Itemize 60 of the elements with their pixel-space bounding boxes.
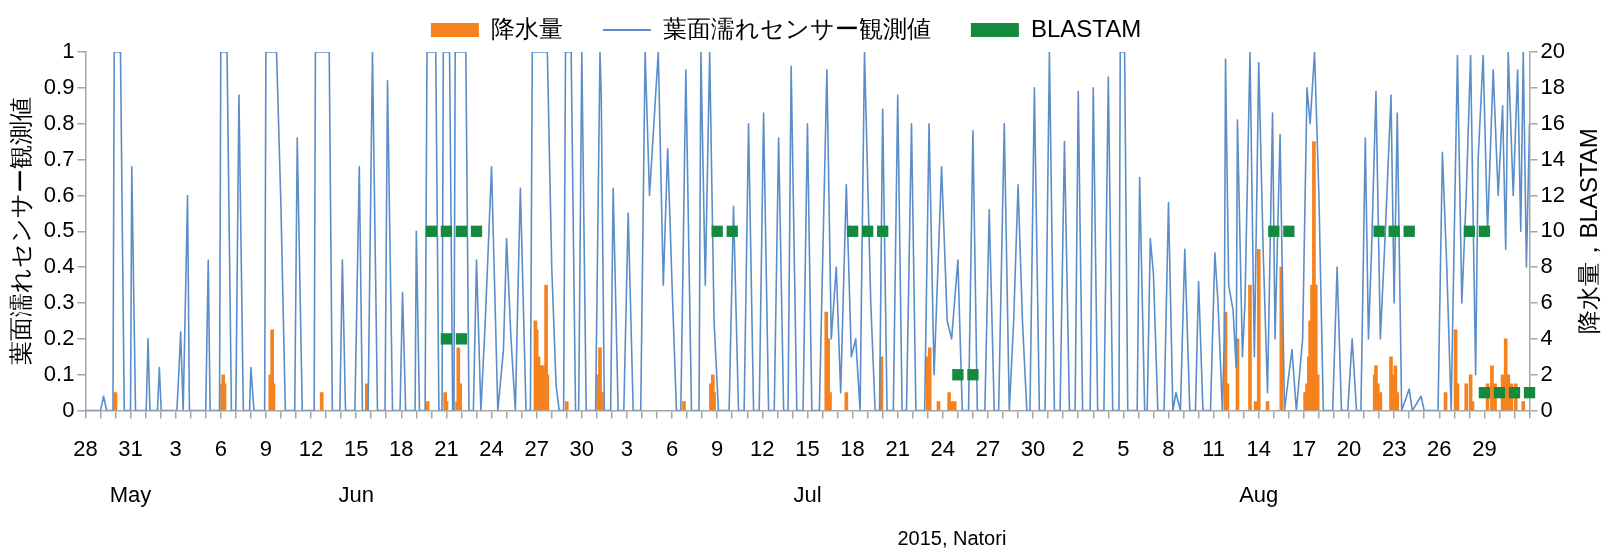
y-tick-label: 0.3 (43, 289, 75, 315)
y-tick-label: 1 (62, 38, 75, 64)
y-tick-label: 0.6 (43, 181, 75, 207)
y-tick-label: 0.1 (43, 360, 75, 386)
x-tick-label: 30 (569, 435, 595, 461)
legend-label: 葉面濡れセンサー観測値 (662, 14, 931, 42)
y2-tick-label: 18 (1540, 73, 1566, 99)
y2-tick-label: 10 (1540, 217, 1566, 243)
y2-tick-label: 20 (1540, 38, 1566, 64)
y-tick-label: 0.7 (43, 145, 75, 171)
y2-tick-label: 12 (1540, 181, 1566, 207)
x-tick-label: 12 (750, 435, 775, 461)
x-tick-label: 20 (1336, 435, 1362, 461)
x-tick-label: 6 (665, 435, 679, 461)
x-tick-label: 15 Jun (338, 435, 374, 507)
x-tick-label: 30 (1020, 435, 1046, 461)
x-tick-label: 15 Jul (793, 435, 822, 507)
x-tick-label: 24 (930, 435, 956, 461)
x-tick-label: 3 (169, 435, 182, 461)
x-tick-label: 3 (620, 435, 634, 461)
y-tick-label: 0.2 (43, 324, 75, 350)
y2-axis-title: 降水量，BLASTAM (1574, 128, 1602, 335)
x-tick-label: 24 (479, 435, 504, 461)
x-tick-label: 18 (840, 435, 865, 461)
x-tick-label: 2 (1072, 435, 1085, 461)
y2-tick-label: 6 (1540, 289, 1553, 315)
x-tick-label: 5 (1117, 435, 1130, 461)
x-tick-label: 23 (1381, 435, 1407, 461)
x-tick-label: 6 (214, 435, 227, 461)
text: 2015, Natori (897, 526, 1007, 549)
y2-tick-label: 8 (1540, 253, 1553, 279)
y-tick-label: 0.9 (43, 73, 75, 99)
x-tick-label: 17 (1291, 435, 1317, 461)
x-tick-label: 29 (1472, 435, 1497, 461)
x-tick-label: 9 (711, 435, 724, 461)
legend-label: BLASTAM (1030, 14, 1142, 42)
y2-tick-label: 14 (1540, 145, 1566, 171)
x-tick-label: 14 Aug (1239, 435, 1279, 507)
y-tick-label: 0.8 (43, 109, 75, 135)
x-tick-label: 27 (524, 435, 549, 461)
x-tick-label: 26 (1427, 435, 1452, 461)
x-tick-label: 31 May (109, 435, 152, 507)
y-axis-title: 葉面濡れセンサー観測値 (7, 97, 35, 366)
x-tick-label: 21 (434, 435, 459, 461)
x-tick-label: 21 (885, 435, 910, 461)
legend-label: 降水量 (490, 14, 563, 42)
y-tick-label: 0 (62, 396, 75, 422)
y-tick-label: 0.5 (43, 217, 75, 243)
y2-tick-label: 16 (1540, 109, 1566, 135)
x-tick-label: 9 (259, 435, 273, 461)
y2-tick-label: 4 (1540, 324, 1553, 350)
x-tick-label: 12 (298, 435, 324, 461)
x-tick-label: 8 (1162, 435, 1175, 461)
x-tick-label: 28 (73, 435, 98, 461)
y2-tick-label: 2 (1540, 360, 1553, 386)
y2-tick-label: 0 (1540, 396, 1553, 422)
y-tick-label: 0.4 (43, 253, 75, 279)
x-tick-label: 11 (1202, 435, 1226, 461)
x-tick-label: 18 (389, 435, 414, 461)
x-tick-label: 27 (975, 435, 1001, 461)
